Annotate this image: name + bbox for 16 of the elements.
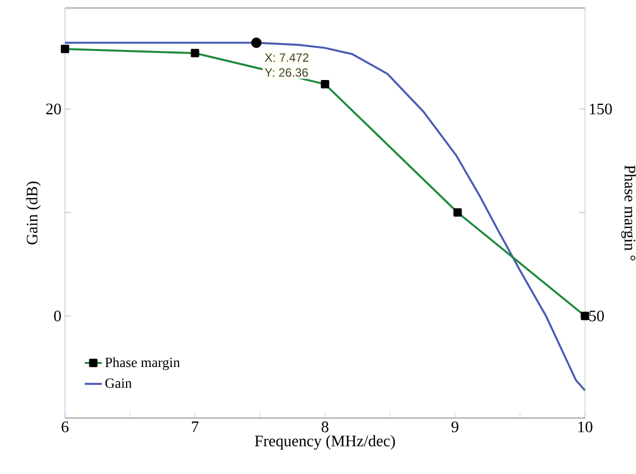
y-tick-label: 0	[54, 310, 61, 322]
legend-label: Phase margin	[105, 357, 180, 370]
legend-label: Gain	[105, 378, 132, 388]
annotation: Y: 26.36	[264, 68, 308, 77]
y2-axis-title: Phase margin °	[621, 165, 636, 260]
x-tick-label: 10	[578, 422, 592, 432]
x-tick-label: 8	[322, 422, 328, 432]
x-axis-title: Frequency (MHz/dec)	[254, 435, 395, 450]
y2-tick-label: 50	[589, 310, 604, 322]
y-tick-label: 20	[46, 104, 61, 114]
y2-tick-label: 150	[590, 104, 612, 114]
x-tick-label: 9	[452, 422, 458, 432]
x-tick-label: 7	[192, 422, 199, 432]
annotation: X: 7.472	[264, 53, 308, 62]
y-axis-title: Gain (dB)	[26, 182, 41, 244]
x-tick-label: 6	[62, 422, 69, 432]
